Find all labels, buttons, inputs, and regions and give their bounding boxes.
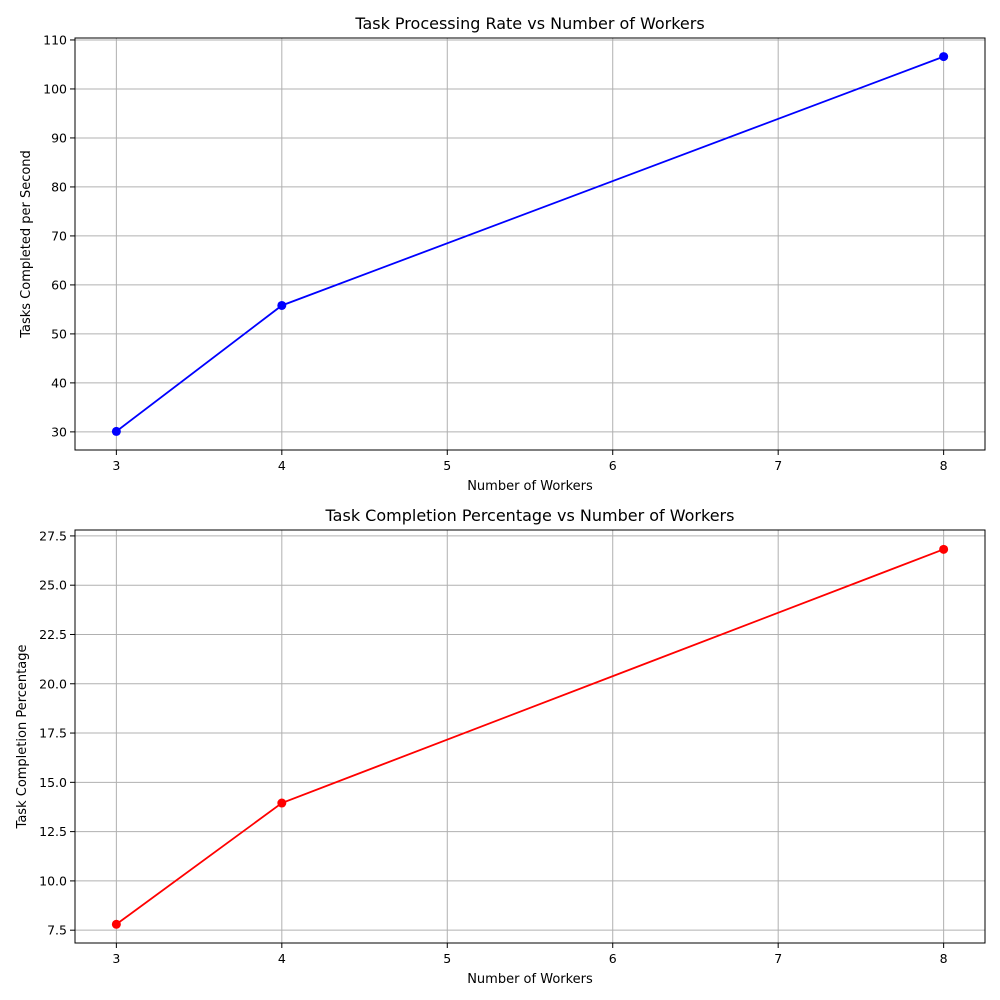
chart-2: 3 4 5 6 7 8 7.5 10.0 12.5 15.0 17.5 20.0 22.5 25.0 27.… <box>15 506 986 987</box>
y-tick-label: 110 <box>43 32 67 47</box>
data-point <box>111 919 121 929</box>
y-tick-label: 22.5 <box>39 627 67 642</box>
x-tick-label: 3 <box>112 951 120 966</box>
y-tick-label: 80 <box>51 179 67 194</box>
x-tick-label: 6 <box>609 951 617 966</box>
data-point <box>277 300 287 310</box>
y-tick-label: 7.5 <box>47 923 67 938</box>
series-line <box>115 55 944 433</box>
y-tick-label: 50 <box>51 326 67 341</box>
x-tick-label: 4 <box>278 458 286 473</box>
y-tick-label: 10.0 <box>39 873 67 888</box>
y-axis-label: Tasks Completed per Second <box>19 150 34 339</box>
series-line <box>115 548 944 925</box>
x-tick-label: 7 <box>774 951 782 966</box>
y-tick-label: 90 <box>51 130 67 145</box>
chart-title: Task Completion Percentage vs Number of … <box>325 506 735 525</box>
chart-title: Task Processing Rate vs Number of Worker… <box>354 14 704 33</box>
x-tick-label: 4 <box>278 951 286 966</box>
y-tick-label: 12.5 <box>39 824 67 839</box>
y-tick-label: 17.5 <box>39 726 67 741</box>
y-tick-label: 25.0 <box>39 578 67 593</box>
x-tick-label: 5 <box>443 458 451 473</box>
data-point <box>111 426 121 436</box>
x-tick-label: 8 <box>940 951 948 966</box>
x-tick-label: 8 <box>940 458 948 473</box>
data-point <box>277 798 287 808</box>
y-tick-label: 40 <box>51 375 67 390</box>
y-tick-label: 60 <box>51 277 67 292</box>
data-point <box>939 52 949 62</box>
x-axis-label: Number of Workers <box>467 972 593 987</box>
plot-frame <box>74 37 986 451</box>
plot-frame <box>74 529 986 944</box>
y-tick-label: 20.0 <box>39 676 67 691</box>
y-tick-label: 27.5 <box>39 528 67 543</box>
y-tick-label: 30 <box>51 424 67 439</box>
data-point <box>939 544 949 554</box>
chart-1: 3 4 5 6 7 8 30 40 50 60 70 80 90 100 110 Task Processin… <box>19 14 986 494</box>
x-tick-label: 7 <box>774 458 782 473</box>
y-axis-label: Task Completion Percentage <box>15 645 30 830</box>
y-tick-label: 70 <box>51 228 67 243</box>
y-tick-label: 15.0 <box>39 775 67 790</box>
x-axis-label: Number of Workers <box>467 479 593 494</box>
x-tick-label: 3 <box>112 458 120 473</box>
y-tick-label: 100 <box>43 81 67 96</box>
x-tick-label: 5 <box>443 951 451 966</box>
x-tick-label: 6 <box>609 458 617 473</box>
